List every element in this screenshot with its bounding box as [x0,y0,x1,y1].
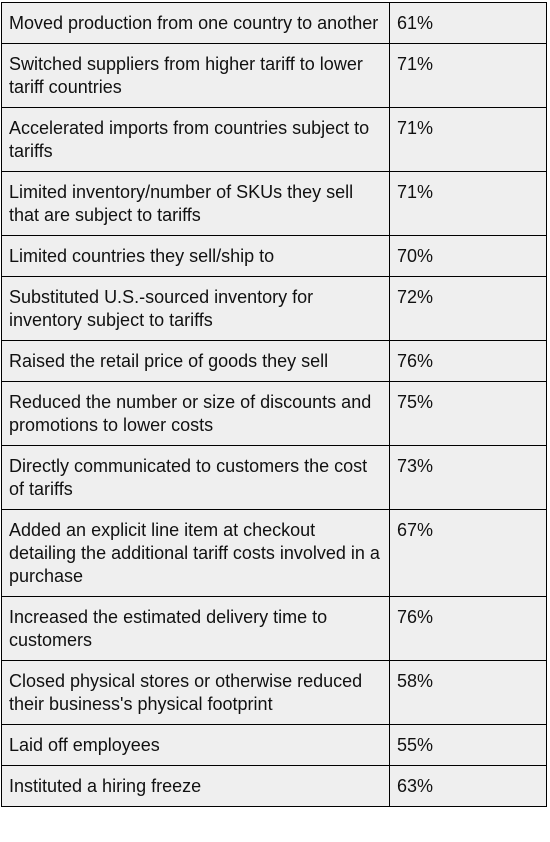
row-label: Moved production from one country to ano… [1,2,390,44]
table-row: Substituted U.S.-sourced inventory for i… [1,276,547,341]
row-value: 73% [389,445,547,510]
row-label: Reduced the number or size of discounts … [1,381,390,446]
row-label: Accelerated imports from countries subje… [1,107,390,172]
table-row: Accelerated imports from countries subje… [1,107,547,172]
table-row: Reduced the number or size of discounts … [1,381,547,446]
row-value: 72% [389,276,547,341]
table-row: Directly communicated to customers the c… [1,445,547,510]
table-row: Added an explicit line item at checkout … [1,509,547,597]
row-label: Limited countries they sell/ship to [1,235,390,277]
row-label: Limited inventory/number of SKUs they se… [1,171,390,236]
row-label: Instituted a hiring freeze [1,765,390,807]
table-row: Moved production from one country to ano… [1,2,547,44]
row-value: 71% [389,107,547,172]
row-label: Raised the retail price of goods they se… [1,340,390,382]
row-value: 71% [389,171,547,236]
row-value: 67% [389,509,547,597]
row-value: 61% [389,2,547,44]
table-row: Limited inventory/number of SKUs they se… [1,171,547,236]
row-label: Substituted U.S.-sourced inventory for i… [1,276,390,341]
row-label: Closed physical stores or otherwise redu… [1,660,390,725]
row-label: Increased the estimated delivery time to… [1,596,390,661]
table-row: Switched suppliers from higher tariff to… [1,43,547,108]
row-value: 71% [389,43,547,108]
table-row: Increased the estimated delivery time to… [1,596,547,661]
row-label: Directly communicated to customers the c… [1,445,390,510]
row-value: 58% [389,660,547,725]
row-label: Added an explicit line item at checkout … [1,509,390,597]
table-row: Instituted a hiring freeze 63% [1,765,547,807]
row-value: 76% [389,340,547,382]
row-value: 55% [389,724,547,766]
row-label: Switched suppliers from higher tariff to… [1,43,390,108]
table-row: Laid off employees 55% [1,724,547,766]
row-value: 70% [389,235,547,277]
row-value: 76% [389,596,547,661]
table-row: Limited countries they sell/ship to 70% [1,235,547,277]
row-value: 63% [389,765,547,807]
row-label: Laid off employees [1,724,390,766]
table-row: Closed physical stores or otherwise redu… [1,660,547,725]
tariff-response-table: Moved production from one country to ano… [1,2,547,807]
table-row: Raised the retail price of goods they se… [1,340,547,382]
row-value: 75% [389,381,547,446]
